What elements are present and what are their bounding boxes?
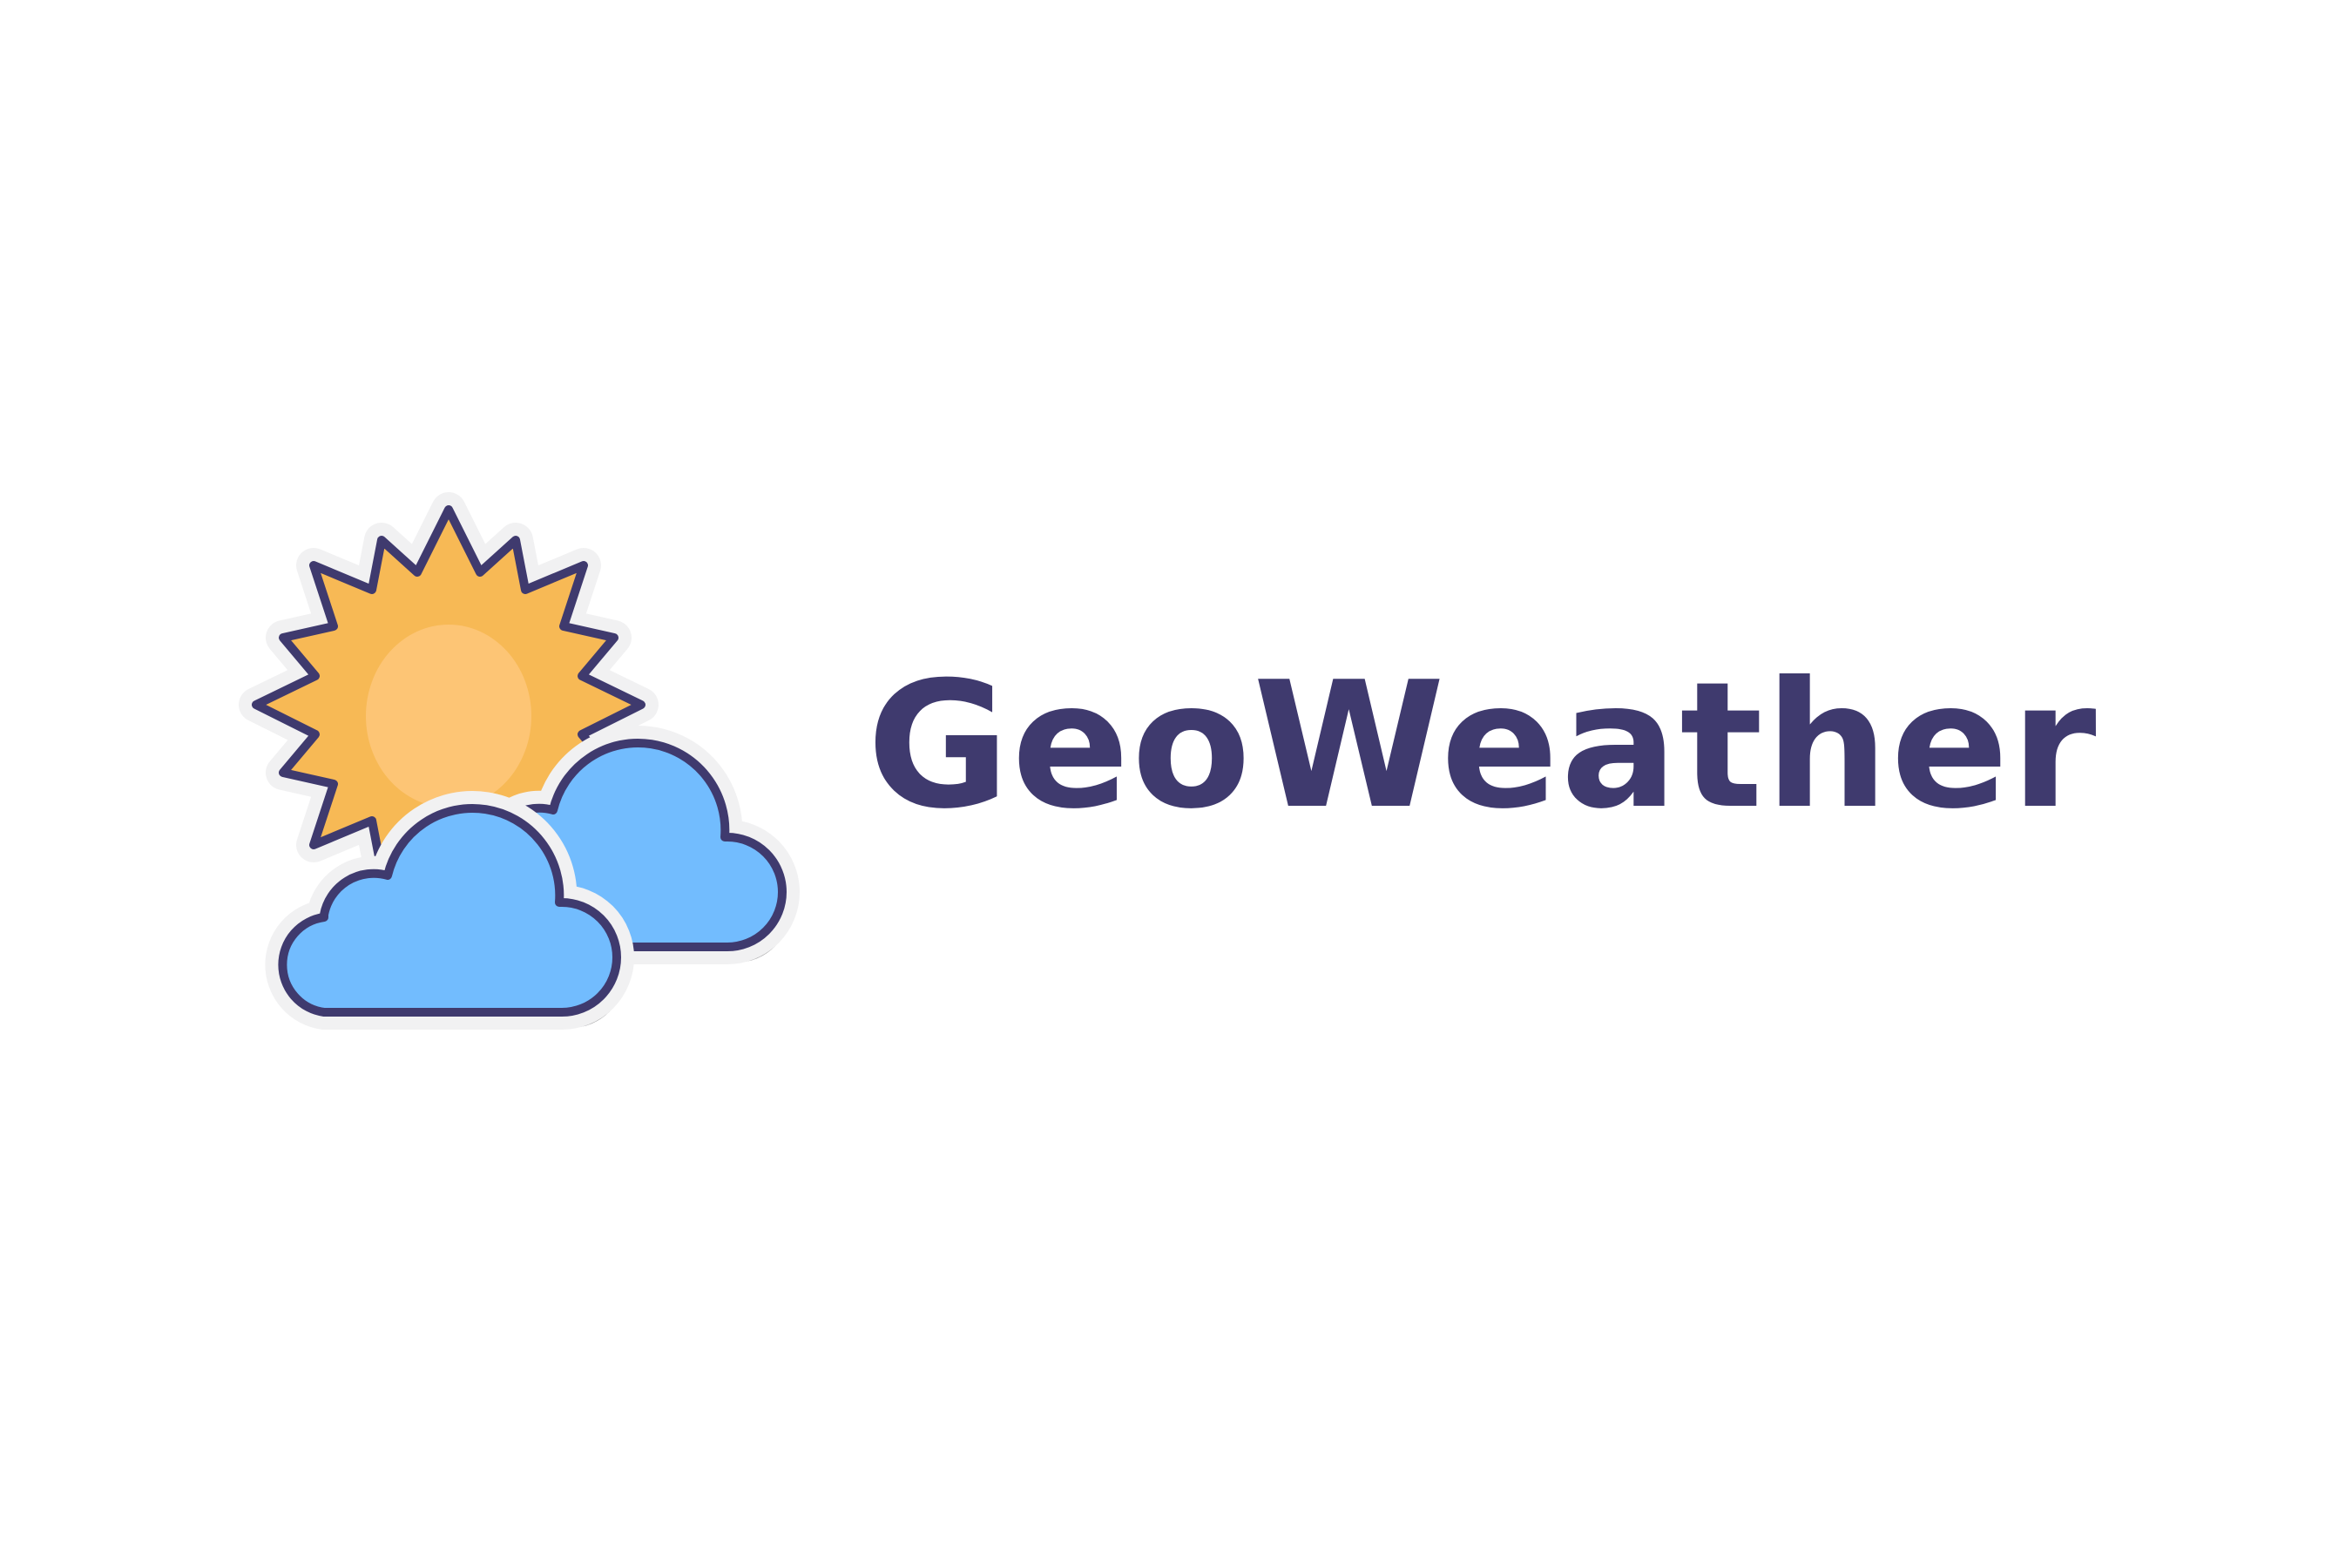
partly-cloudy-weather-icon: [226, 488, 819, 1045]
sun-core: [366, 625, 531, 808]
brand-name: GeoWeather: [867, 645, 2099, 848]
front-cloud: [278, 803, 621, 1017]
